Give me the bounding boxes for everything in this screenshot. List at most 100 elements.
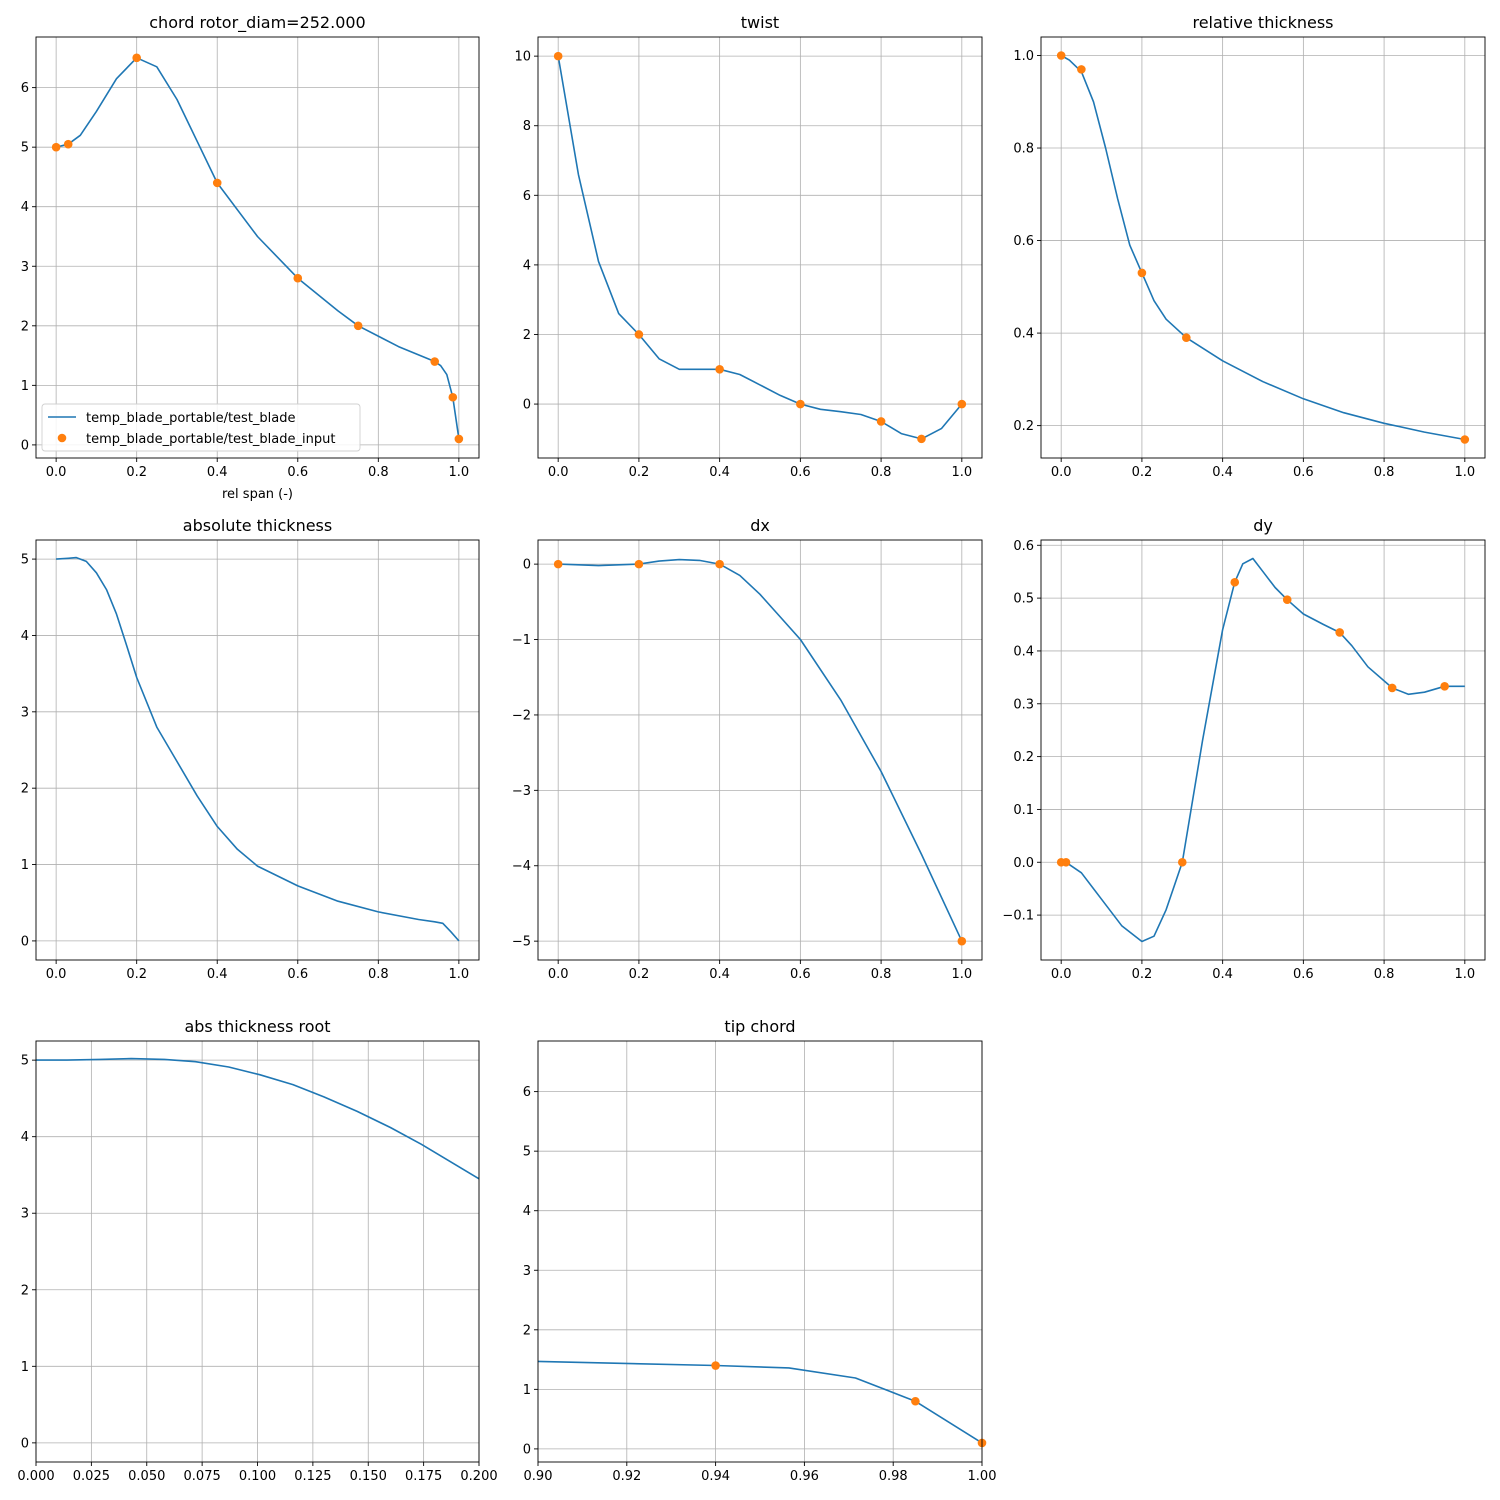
y-tick-label: 0: [21, 934, 29, 949]
series-line: [1061, 557, 1465, 943]
x-tick-label: 0.8: [871, 967, 892, 982]
subplot-1: 0.0 0.2 0.4 0.6 0.8 1.0 0 1 2 3 4 5 6 chord rotor_dia…: [21, 13, 480, 502]
x-tick-label: 0.2: [629, 967, 650, 982]
axes-frame: [537, 36, 983, 459]
input-point: [293, 273, 303, 283]
x-tick-label: 0.98: [879, 1469, 908, 1484]
x-tick-label: 0.0: [46, 967, 67, 982]
legend-marker-label: temp_blade_portable/test_blade_input: [86, 432, 335, 447]
series-line: [55, 56, 460, 440]
y-tick-label: 3: [21, 260, 29, 275]
x-tick-label: 0.8: [871, 465, 892, 480]
y-tick-label: 2: [523, 328, 531, 343]
legend: temp_blade_portable/test_blade temp_blade…: [41, 403, 361, 452]
x-tick-label: 0.8: [368, 465, 389, 480]
input-point: [1460, 435, 1470, 444]
x-tick-label: 0.4: [709, 967, 730, 982]
y-tick-label: 0.3: [1013, 697, 1034, 712]
input-point: [448, 392, 458, 402]
input-point: [957, 936, 967, 946]
subplot-7: 0.000 0.025 0.050 0.075 0.100 0.125 0.150 0.175…: [17, 1017, 497, 1484]
subplot-title: twist: [741, 13, 779, 32]
input-point: [715, 364, 724, 374]
x-tick-label: 0.4: [709, 465, 730, 480]
x-tick-label: 0.6: [287, 967, 308, 982]
x-tick-label: 0.100: [239, 1469, 276, 1484]
subplot-title: absolute thickness: [183, 516, 332, 535]
y-tick-label: 2: [21, 319, 29, 334]
series-line: [1060, 54, 1465, 441]
x-tick-label: 0.0: [1051, 967, 1072, 982]
x-tick-label: 0.96: [790, 1469, 819, 1484]
legend-marker-swatch: [57, 433, 67, 443]
x-tick-label: 0.8: [1374, 465, 1395, 480]
x-tick-label: 0.125: [294, 1469, 331, 1484]
y-tick-label: 2: [523, 1323, 531, 1338]
input-point: [212, 178, 222, 188]
y-tick-label: 0: [21, 438, 29, 453]
x-tick-label: 0.8: [1374, 967, 1395, 982]
y-tick-label: 0.5: [1013, 592, 1034, 607]
input-point: [1177, 857, 1187, 867]
x-tick-label: 0.90: [524, 1469, 553, 1484]
input-point: [1282, 595, 1292, 604]
x-tick-label: 1.0: [449, 967, 470, 982]
y-tick-label: 4: [21, 1130, 29, 1145]
subplot-8: 0.90 0.92 0.94 0.96 0.98 1.00 0 1 2 3 4 5 6 tip chord: [523, 1017, 997, 1484]
x-tick-label: 0.4: [1212, 967, 1233, 982]
subplot-title: relative thickness: [1192, 13, 1333, 32]
x-tick-label: 0.150: [350, 1469, 387, 1484]
x-tick-label: 0.050: [128, 1469, 165, 1484]
input-point: [353, 321, 363, 331]
x-tick-label: 0.2: [1132, 967, 1153, 982]
y-tick-label: 0.0: [1013, 856, 1034, 871]
y-tick-label: 8: [523, 119, 531, 134]
subplot-4: 0.0 0.2 0.4 0.6 0.8 1.0 0 1 2 3 4 5 absolute thickne…: [21, 516, 480, 982]
x-tick-label: 0.2: [126, 967, 147, 982]
x-tick-label: 0.0: [548, 967, 569, 982]
input-point: [634, 559, 644, 569]
y-tick-label: 0: [523, 1442, 531, 1457]
y-tick-label: 1.0: [1013, 49, 1034, 64]
x-tick-label: 0.6: [1293, 465, 1314, 480]
input-point: [634, 330, 644, 339]
y-tick-label: 0: [523, 558, 531, 573]
x-tick-label: 0.075: [184, 1469, 221, 1484]
input-point: [876, 417, 886, 426]
y-tick-label: 5: [523, 1145, 531, 1160]
x-tick-label: 0.175: [405, 1469, 442, 1484]
y-tick-label: 5: [21, 141, 29, 156]
y-tick-label: 0.6: [1013, 234, 1034, 249]
y-tick-label: 2: [21, 1283, 29, 1298]
axes-frame: [1040, 539, 1486, 961]
y-tick-label: 3: [523, 1264, 531, 1279]
legend-line-label: temp_blade_portable/test_blade: [86, 411, 296, 426]
y-tick-label: 0.2: [1013, 750, 1034, 765]
input-point: [1335, 628, 1344, 637]
x-tick-label: 1.00: [968, 1469, 997, 1484]
subplot-2: 0.0 0.2 0.4 0.6 0.8 1.0 0 2 4 6 8 10 twist: [514, 13, 983, 480]
y-tick-label: 3: [21, 705, 29, 720]
y-tick-label: 0.4: [1013, 644, 1034, 659]
input-point: [132, 53, 141, 63]
input-point: [1056, 51, 1066, 60]
input-point: [1077, 65, 1086, 74]
x-tick-label: 0.000: [17, 1469, 54, 1484]
y-tick-label: 4: [523, 258, 531, 273]
y-tick-label: −4: [512, 859, 531, 874]
x-tick-label: 0.2: [126, 465, 147, 480]
subplot-title: dy: [1253, 516, 1273, 535]
x-tick-label: 0.92: [612, 1469, 641, 1484]
x-tick-label: 0.2: [629, 465, 650, 480]
y-tick-label: 1: [21, 379, 29, 394]
input-point: [917, 434, 926, 444]
x-tick-label: 1.0: [1454, 967, 1475, 982]
y-tick-label: −1: [512, 633, 531, 648]
x-tick-label: 0.0: [1051, 465, 1072, 480]
input-point: [51, 142, 61, 152]
y-tick-label: 1: [523, 1383, 531, 1398]
input-point: [796, 399, 805, 409]
x-axis-label: rel span (-): [222, 487, 293, 502]
axes-frame: [35, 36, 480, 459]
